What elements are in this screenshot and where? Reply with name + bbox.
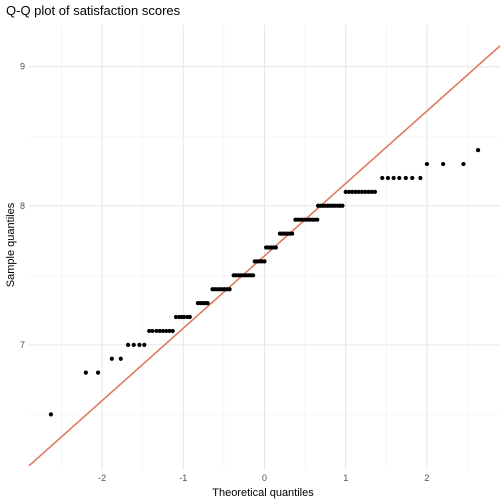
y-axis-title: Sample quantiles: [5, 202, 17, 287]
tick-labels: -2 -1 0 1 2 7 8 9: [20, 62, 429, 483]
x-tick-label: -1: [179, 473, 187, 483]
data-point: [187, 314, 192, 320]
data-point: [170, 328, 175, 334]
data-point: [461, 161, 466, 167]
data-point: [154, 328, 159, 334]
chart-title: Q-Q plot of satisfaction scores: [6, 3, 181, 18]
data-point: [410, 175, 415, 181]
data-point: [346, 189, 352, 194]
x-tick-label: 0: [262, 473, 267, 483]
data-point: [403, 175, 408, 181]
data-point: [350, 189, 355, 194]
data-point: [356, 189, 361, 194]
data-point: [424, 161, 430, 167]
x-axis-title: Theoretical quantiles: [212, 487, 314, 499]
data-point: [366, 189, 371, 194]
reference-line: [28, 45, 501, 467]
data-point: [157, 328, 162, 334]
x-tick-label: -2: [98, 473, 106, 483]
x-tick-label: 1: [343, 473, 348, 483]
data-point: [290, 231, 295, 236]
data-point: [118, 356, 123, 361]
x-tick-label: 2: [424, 473, 429, 483]
data-point: [205, 301, 210, 306]
y-tick-label: 7: [20, 340, 25, 350]
y-tick-label: 9: [20, 62, 25, 72]
data-point: [418, 175, 423, 181]
data-point: [227, 287, 232, 292]
data-point: [131, 342, 136, 347]
data-point: [109, 356, 114, 361]
data-point: [262, 259, 267, 264]
data-point: [380, 175, 385, 181]
data-point: [95, 370, 101, 375]
data-point: [137, 342, 142, 347]
data-point: [385, 175, 391, 181]
data-point: [150, 328, 155, 334]
data-point: [167, 328, 172, 334]
data-point: [173, 314, 179, 320]
data-point: [273, 245, 278, 250]
data-points: [48, 148, 481, 417]
data-point: [48, 412, 54, 417]
data-point: [369, 189, 374, 194]
data-point: [125, 342, 131, 347]
reference-line-layer: [28, 45, 501, 467]
data-point: [160, 328, 166, 334]
data-point: [353, 189, 358, 194]
data-point: [343, 189, 348, 194]
data-point: [142, 342, 147, 347]
data-point: [164, 328, 169, 334]
data-point: [475, 148, 481, 153]
data-point: [397, 175, 402, 181]
data-point: [251, 273, 256, 278]
y-tick-label: 8: [20, 201, 25, 211]
data-point: [315, 217, 320, 222]
data-point: [182, 314, 187, 320]
data-point: [372, 189, 378, 194]
grid-lines: [29, 25, 500, 470]
data-point: [147, 328, 152, 334]
data-point: [359, 189, 365, 194]
data-point: [363, 189, 368, 194]
data-point: [391, 175, 396, 181]
data-point: [441, 161, 446, 167]
data-point: [83, 370, 88, 375]
data-point: [340, 203, 345, 208]
